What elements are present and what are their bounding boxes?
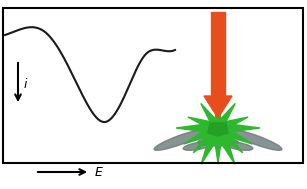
- Ellipse shape: [223, 142, 253, 150]
- Polygon shape: [215, 100, 221, 128]
- Bar: [3, 8, 303, 163]
- Polygon shape: [217, 103, 235, 129]
- Polygon shape: [217, 127, 243, 153]
- Ellipse shape: [154, 130, 206, 150]
- Polygon shape: [218, 124, 260, 132]
- Polygon shape: [184, 126, 219, 144]
- Polygon shape: [188, 117, 219, 129]
- Polygon shape: [214, 128, 222, 163]
- Ellipse shape: [198, 138, 238, 146]
- Ellipse shape: [183, 142, 213, 150]
- Polygon shape: [201, 127, 220, 164]
- Text: i: i: [24, 78, 28, 91]
- Polygon shape: [216, 127, 235, 164]
- Polygon shape: [217, 117, 248, 129]
- Polygon shape: [208, 123, 228, 136]
- Bar: [211, 12, 225, 96]
- Polygon shape: [217, 126, 252, 144]
- Polygon shape: [201, 103, 219, 129]
- Polygon shape: [193, 127, 219, 153]
- Text: E: E: [95, 166, 103, 178]
- Polygon shape: [176, 124, 218, 132]
- Ellipse shape: [230, 130, 282, 150]
- Polygon shape: [204, 96, 232, 118]
